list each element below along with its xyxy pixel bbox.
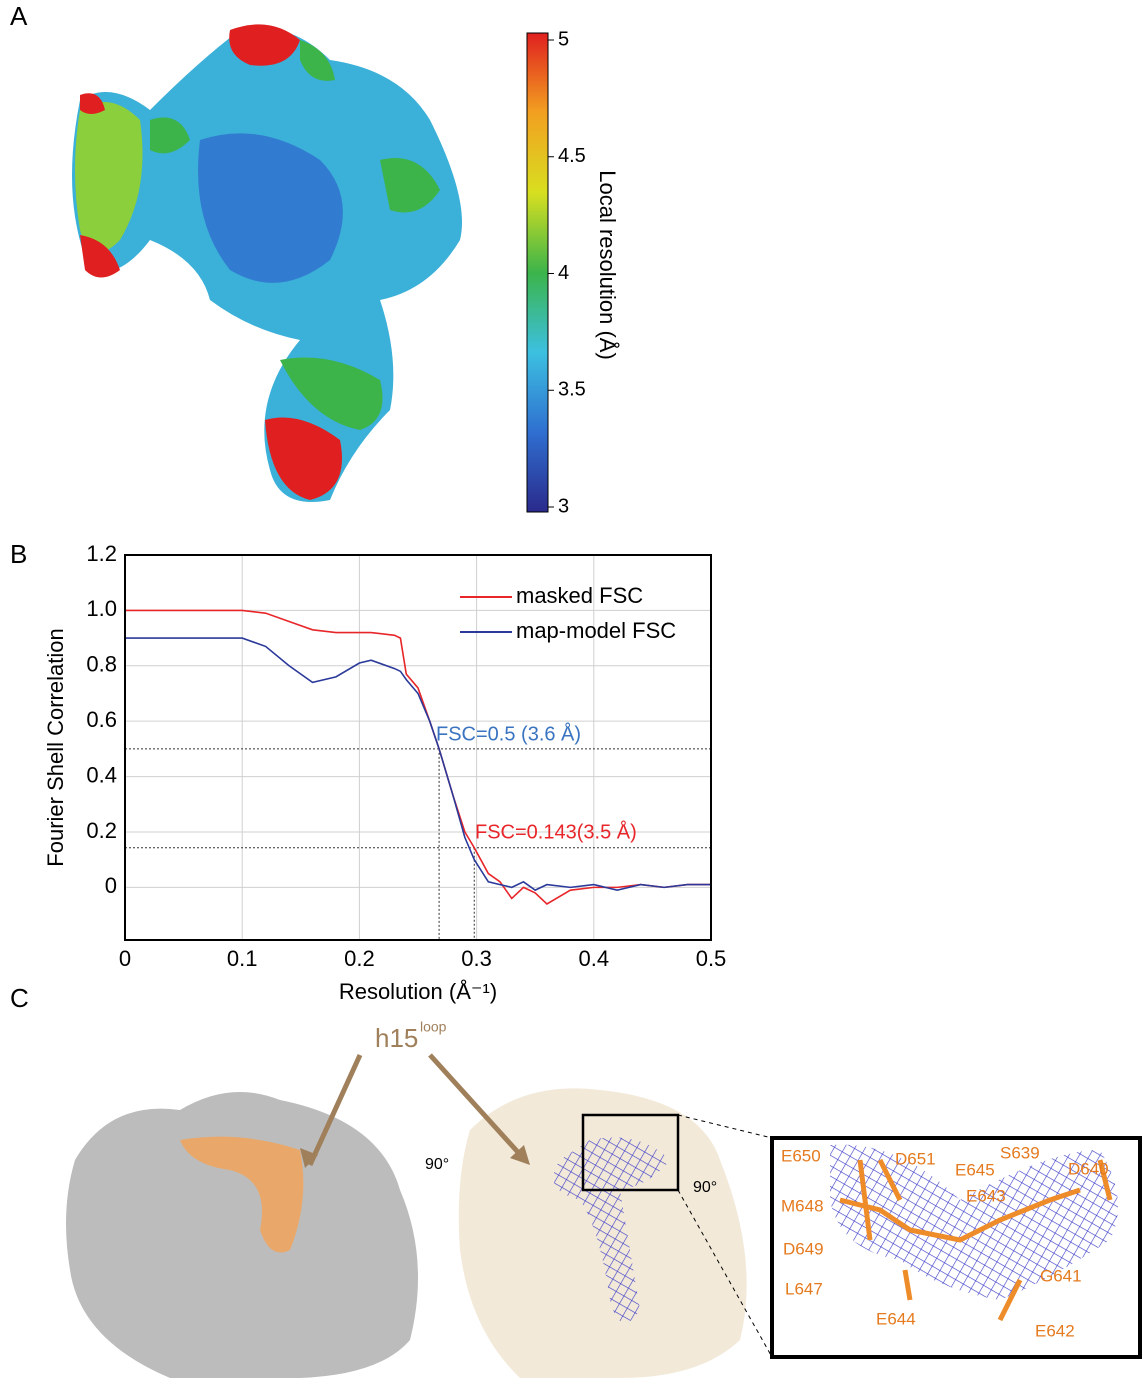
residue-label: G641 bbox=[1040, 1266, 1082, 1285]
loop-superscript: loop bbox=[420, 1019, 447, 1035]
residue-label: L647 bbox=[785, 1279, 823, 1298]
series-line bbox=[125, 637, 711, 892]
y-axis-label: Fourier Shell Correlation bbox=[43, 628, 68, 866]
panel-label: C bbox=[10, 983, 29, 1013]
x-tick-label: 0.5 bbox=[696, 946, 727, 971]
colorbar-label: Local resolution (Å) bbox=[595, 170, 620, 360]
colorbar-tick-label: 4 bbox=[558, 262, 569, 284]
residue-label: D649 bbox=[783, 1239, 824, 1258]
y-tick-label: 0 bbox=[105, 873, 117, 898]
legend-label: masked FSC bbox=[516, 583, 643, 608]
colorbar-tick-label: 5 bbox=[558, 28, 569, 50]
x-tick-label: 0 bbox=[119, 946, 131, 971]
plot-frame bbox=[124, 554, 712, 941]
loop-label: h15 bbox=[375, 1023, 418, 1053]
annotation: FSC=0.5 (3.6 Å) bbox=[436, 722, 581, 745]
panel-c-graphics bbox=[66, 1053, 1142, 1378]
rotation-label: 90° bbox=[425, 1156, 449, 1173]
series-line bbox=[125, 609, 711, 905]
x-axis-label: Resolution (Å⁻¹) bbox=[339, 979, 497, 1004]
density-map bbox=[72, 24, 462, 502]
annotation: FSC=0.143(3.5 Å) bbox=[475, 820, 637, 843]
x-tick-label: 0.4 bbox=[579, 946, 610, 971]
residue-label: E645 bbox=[955, 1160, 995, 1179]
x-tick-label: 0.1 bbox=[227, 946, 258, 971]
x-tick-label: 0.2 bbox=[344, 946, 375, 971]
y-tick-label: 1.2 bbox=[86, 541, 117, 566]
residue-label: E644 bbox=[876, 1309, 916, 1328]
colorbar bbox=[526, 32, 549, 513]
panel-label: B bbox=[10, 539, 27, 569]
residue-label: E650 bbox=[781, 1146, 821, 1165]
x-tick-label: 0.3 bbox=[461, 946, 492, 971]
y-tick-label: 0.6 bbox=[86, 707, 117, 732]
residue-label: E642 bbox=[1035, 1321, 1075, 1340]
residue-label: M648 bbox=[781, 1196, 824, 1215]
residue-label: E643 bbox=[966, 1186, 1006, 1205]
legend-label: map-model FSC bbox=[516, 618, 676, 643]
y-tick-label: 0.4 bbox=[86, 762, 117, 787]
colorbar-tick-label: 4.5 bbox=[558, 145, 586, 167]
y-tick-label: 1.0 bbox=[86, 596, 117, 621]
colorbar-tick-label: 3 bbox=[558, 495, 569, 517]
residue-label: D651 bbox=[895, 1149, 936, 1168]
y-tick-label: 0.8 bbox=[86, 652, 117, 677]
residue-label: S639 bbox=[1000, 1143, 1040, 1162]
y-tick-label: 0.2 bbox=[86, 818, 117, 843]
colorbar-tick-label: 3.5 bbox=[558, 379, 586, 401]
panel-label: A bbox=[10, 1, 28, 31]
residue-label: D640 bbox=[1068, 1159, 1109, 1178]
rotation-label: 90° bbox=[693, 1179, 717, 1196]
